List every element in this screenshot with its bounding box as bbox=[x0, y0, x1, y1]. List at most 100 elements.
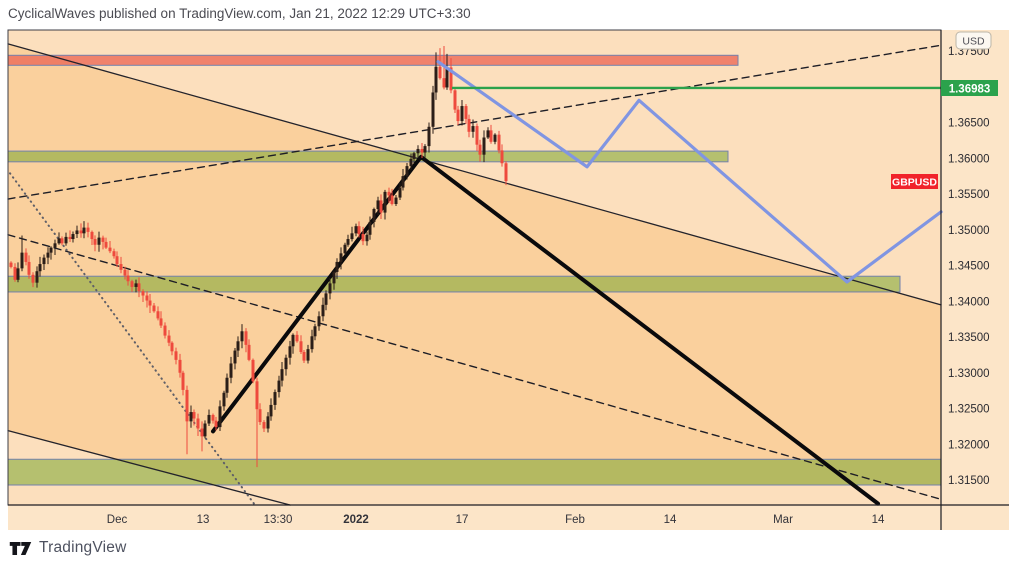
channel-upper-line[interactable] bbox=[7, 43, 942, 306]
channel-lower-line[interactable] bbox=[7, 430, 291, 506]
thick-black-zigzag[interactable] bbox=[211, 154, 880, 506]
tradingview-logo-icon[interactable] bbox=[9, 541, 32, 556]
candle-body bbox=[343, 244, 347, 254]
candle-body bbox=[420, 148, 424, 153]
candle-body bbox=[27, 261, 31, 275]
price-tick-label: 1.36500 bbox=[948, 118, 990, 130]
candle-body bbox=[288, 346, 292, 358]
candle-body bbox=[365, 234, 369, 242]
candle-body bbox=[350, 233, 354, 240]
candle-body bbox=[203, 423, 207, 437]
logo-seven-glyph bbox=[20, 541, 32, 555]
time-tick-label: 14 bbox=[872, 514, 885, 526]
candle-body bbox=[493, 134, 497, 142]
candle-body bbox=[236, 341, 240, 351]
zone-green-1360[interactable] bbox=[7, 150, 729, 163]
price-tick-label: 1.32500 bbox=[948, 404, 990, 416]
candle-body bbox=[390, 195, 394, 205]
steep-dotted-line[interactable] bbox=[9, 172, 256, 507]
candle-body bbox=[266, 416, 270, 429]
candle-body bbox=[108, 247, 112, 252]
price-tick-label: 1.35000 bbox=[948, 225, 990, 237]
candle-body bbox=[445, 67, 449, 88]
candle-body bbox=[214, 420, 218, 428]
candle-body bbox=[244, 331, 248, 345]
candle-body bbox=[269, 404, 273, 417]
blue-forecast-zigzag[interactable] bbox=[436, 60, 943, 284]
candle-body bbox=[357, 226, 361, 235]
candle-body bbox=[295, 334, 299, 342]
time-tick-label: 2022 bbox=[343, 514, 369, 526]
time-tick-label: 13:30 bbox=[264, 514, 293, 526]
candle-body bbox=[79, 230, 83, 234]
candle-body bbox=[60, 238, 64, 244]
candle-body bbox=[500, 150, 504, 164]
candle-body bbox=[123, 269, 127, 276]
candle-body bbox=[368, 221, 372, 235]
time-tick-label: Feb bbox=[565, 514, 585, 526]
candle-body bbox=[387, 191, 391, 196]
candle-body bbox=[423, 146, 427, 153]
falling-dashed-line[interactable] bbox=[7, 234, 942, 501]
zone-green-1342[interactable] bbox=[7, 275, 901, 293]
level-price-badge-label: 1.36983 bbox=[949, 84, 991, 96]
brand-name: TradingView bbox=[39, 539, 127, 556]
candle-body bbox=[119, 264, 123, 270]
candle-body bbox=[174, 351, 178, 360]
price-axis-panel[interactable] bbox=[941, 30, 1009, 530]
candle-body bbox=[273, 392, 277, 405]
candle-body bbox=[112, 251, 116, 257]
candle-body bbox=[148, 300, 152, 306]
rising-dashed-line[interactable] bbox=[7, 44, 942, 200]
footer-brand-link[interactable]: TradingView bbox=[9, 539, 127, 557]
candle-body bbox=[376, 200, 380, 210]
candle-body bbox=[291, 334, 295, 347]
candlestick-series[interactable] bbox=[9, 45, 508, 468]
candle-body bbox=[20, 252, 24, 269]
candle-body bbox=[192, 412, 196, 419]
candle-body bbox=[379, 200, 383, 213]
candle-body bbox=[152, 305, 156, 312]
candle-body bbox=[482, 137, 486, 155]
candle-body bbox=[24, 252, 28, 262]
candle-body bbox=[211, 414, 215, 421]
candle-body bbox=[16, 268, 20, 280]
candle-body bbox=[115, 256, 119, 265]
candle-body bbox=[167, 335, 171, 343]
supply-zone-pink[interactable] bbox=[7, 54, 739, 66]
zone-green-bottom[interactable] bbox=[7, 458, 942, 486]
candle-body bbox=[302, 352, 306, 361]
candle-body bbox=[181, 372, 185, 390]
candle-body bbox=[372, 209, 376, 222]
attribution-text: CyclicalWaves published on TradingView.c… bbox=[8, 6, 471, 21]
price-tick-label: 1.36000 bbox=[948, 153, 990, 165]
candle-body bbox=[137, 283, 141, 292]
candle-body bbox=[504, 163, 508, 182]
candle-body bbox=[412, 153, 416, 159]
candle-body bbox=[71, 234, 75, 240]
candle-body bbox=[442, 78, 446, 88]
candle-body bbox=[299, 341, 303, 353]
candle-body bbox=[207, 414, 211, 424]
candle-body bbox=[156, 311, 160, 319]
candle-body bbox=[82, 227, 86, 234]
candle-body bbox=[97, 237, 101, 245]
candle-body bbox=[68, 236, 72, 240]
currency-badge-label: USD bbox=[962, 36, 985, 48]
time-axis-panel[interactable] bbox=[8, 505, 1009, 530]
candle-body bbox=[449, 67, 453, 91]
candle-body bbox=[394, 197, 398, 205]
currency-badge[interactable] bbox=[955, 31, 992, 50]
candle-body bbox=[46, 252, 50, 258]
time-tick-label: Dec bbox=[107, 514, 128, 526]
candle-body bbox=[93, 239, 97, 245]
candle-body bbox=[361, 234, 365, 242]
price-tick-label: 1.31500 bbox=[948, 475, 990, 487]
candle-body bbox=[233, 350, 237, 364]
candle-body bbox=[31, 274, 35, 283]
candle-body bbox=[218, 406, 222, 428]
candle-body bbox=[471, 126, 475, 132]
candle-body bbox=[86, 227, 90, 232]
